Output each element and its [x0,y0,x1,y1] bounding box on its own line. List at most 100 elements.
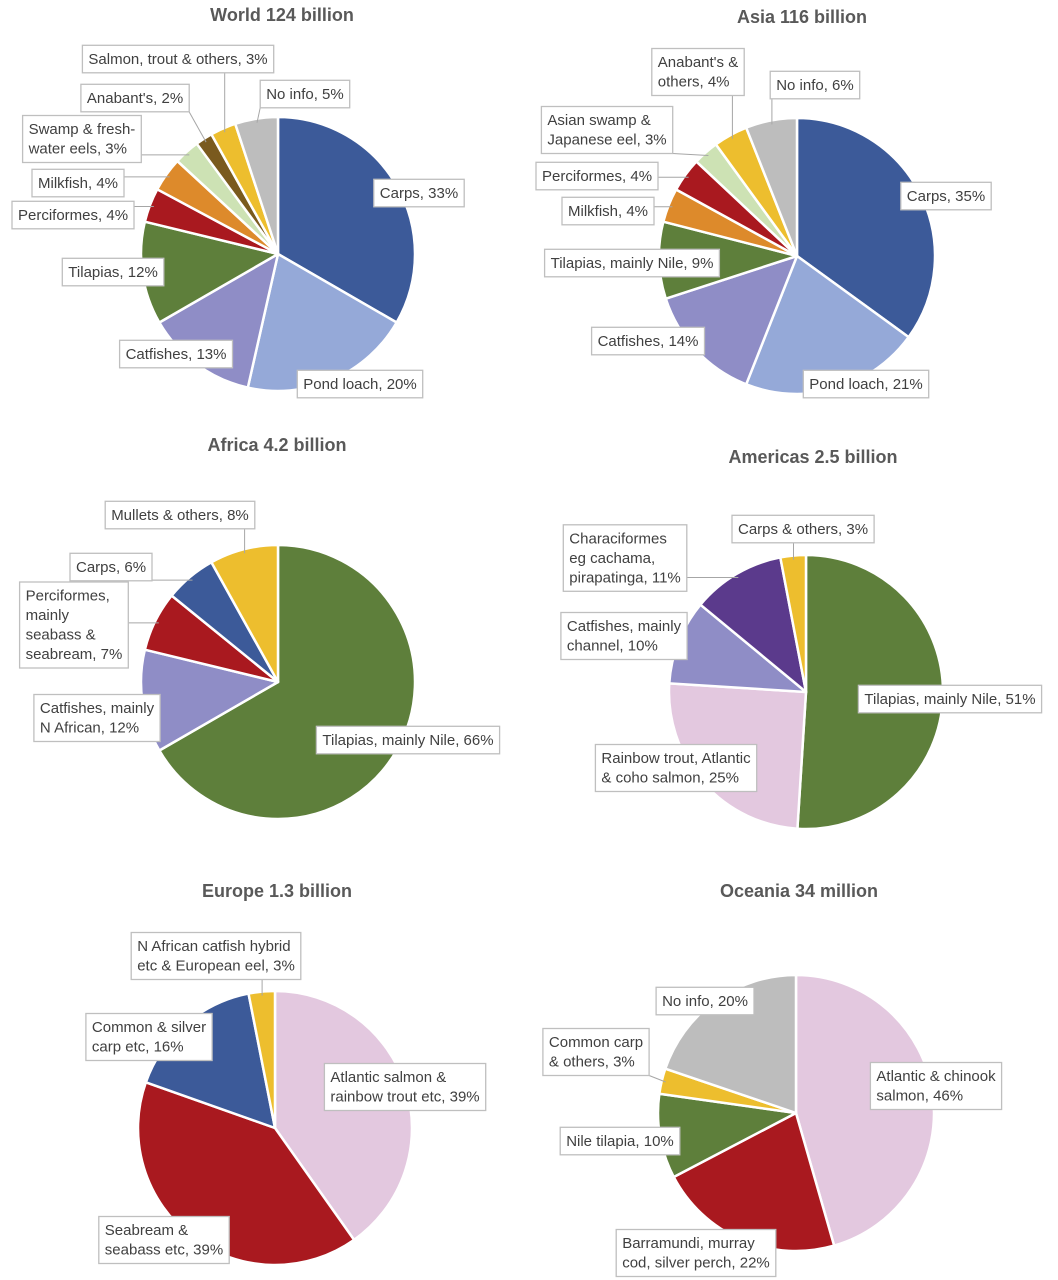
data-label-box [69,552,153,582]
data-label-line: others, 4% [658,74,730,91]
data-label-text: Pond loach, 20% [303,376,416,393]
data-label-text: Catfishes, mainly channel, 10% [567,618,682,655]
leader-line [672,153,709,156]
pie-slices [656,973,936,1253]
data-label-tilapias: Tilapias, 12% [61,257,165,287]
data-label-common-silver-carp-etc: Common & silver carp etc, 16% [85,1012,213,1062]
data-label-line: etc & European eel, 3% [137,958,295,975]
pie-labels: Carps, 33% Pond loach, 20% Catfishes, 13% T… [11,44,465,399]
data-label-mullets-others: Mullets & others, 8% [104,500,256,530]
data-label-milkfish: Milkfish, 4% [561,196,655,226]
data-label-perciformes-mainly-seabass-seabream: Perciformes, mainly seabass & seabream, 7% [18,581,129,669]
data-label-line: Carps, 33% [380,185,458,202]
data-label-text: Common & silver carp etc, 16% [92,1019,206,1056]
chart-title: Oceania 34 million [720,881,878,901]
pie-chart-africa-4-2-billion: Africa 4.2 billion Tilapias, mainly Nile,… [18,435,501,821]
data-label-line: Perciformes, 4% [18,207,128,224]
data-label-line: Anabant's, 2% [87,90,183,107]
data-label-box [540,105,674,155]
data-label-text: Mullets & others, 8% [111,507,249,524]
data-label-box [561,196,655,226]
data-label-box [769,70,861,100]
data-label-text: Catfishes, mainly N African, 12% [40,700,155,737]
data-label-line: Anabant's & [658,54,738,71]
data-label-swamp-fresh-water-eels: Swamp & fresh-water eels, 3% [21,114,142,164]
data-label-line: water eels, 3% [28,141,127,158]
data-label-text: Seabream & seabass etc, 39% [105,1222,223,1259]
data-label-line: Milkfish, 4% [568,203,648,220]
data-label-text: Milkfish, 4% [568,203,648,220]
data-label-box [21,114,142,164]
data-label-line: rainbow trout etc, 39% [330,1089,479,1106]
data-label-text: Tilapias, mainly Nile, 9% [551,255,714,272]
pie-labels: Tilapias, mainly Nile, 51% Rainbow trout,… [560,514,1043,793]
data-label-line: pirapatinga, 11% [569,569,680,586]
data-label-text: Catfishes, 13% [126,346,227,363]
data-label-line: Seabream & [105,1222,188,1239]
data-label-line: Perciformes, [26,588,110,605]
data-label-text: Characiformes eg cachama, pirapatinga, 11% [569,530,680,586]
data-label-text: Rainbow trout, Atlantic & coho salmon, 25… [601,750,751,787]
data-label-catfishes-mainly-n-african: Catfishes, mainly N African, 12% [33,693,161,743]
data-label-pond-loach: Pond loach, 20% [296,369,424,399]
data-label-box [323,1062,487,1112]
data-label-line: Rainbow trout, Atlantic [601,750,751,767]
data-label-text: Pond loach, 21% [809,376,922,393]
data-label-line: Catfishes, 13% [126,346,227,363]
data-label-line: salmon, 46% [876,1088,963,1105]
data-label-box [615,1228,777,1278]
data-label-box [296,369,424,399]
data-label-box [651,47,745,97]
data-label-line: seabream, 7% [26,646,123,663]
chart-title: Europe 1.3 billion [202,881,352,901]
data-label-line: seabass & [26,627,96,644]
data-label-milkfish: Milkfish, 4% [31,168,125,198]
data-label-line: Salmon, trout & others, 3% [88,51,267,68]
data-label-box [85,1012,213,1062]
data-label-text: Catfishes, 14% [598,333,699,350]
data-label-line: channel, 10% [567,638,658,655]
data-label-text: Carps & others, 3% [738,521,868,538]
data-label-box [869,1061,1003,1111]
pie-chart-europe-1-3-billion: Europe 1.3 billion Atlantic salmon & rainb… [85,881,487,1267]
data-label-box [130,931,302,981]
data-label-text: No info, 6% [776,77,854,94]
data-label-box [559,1126,681,1156]
data-label-text: Asian swamp & Japanese eel, 3% [547,112,666,149]
data-label-perciformes: Perciformes, 4% [535,161,659,191]
pie-chart-oceania-34-million: Oceania 34 million Atlantic & chinook salm… [542,881,1003,1278]
data-label-carps: Carps, 35% [900,181,992,211]
pie-slice-characiformes-eg-cachama-pirapatinga [699,556,808,694]
pie-labels: Carps, 35% Pond loach, 21% Catfishes, 14% T… [535,47,992,399]
data-label-text: Perciformes, 4% [542,168,652,185]
data-label-text: Carps, 6% [76,559,146,576]
data-label-pond-loach: Pond loach, 21% [802,369,930,399]
data-label-line: Catfishes, mainly [567,618,682,635]
chart-title: Africa 4.2 billion [207,435,346,455]
data-label-box [655,986,755,1016]
data-label-text: Carps, 35% [907,188,985,205]
data-label-line: No info, 20% [662,993,748,1010]
data-label-carps: Carps, 33% [373,178,465,208]
data-label-line: & others, 3% [549,1054,635,1071]
data-label-box [33,693,161,743]
data-label-common-carp-others: Common carp & others, 3% [542,1027,650,1077]
chart-title: Asia 116 billion [737,7,867,27]
data-label-no-info: No info, 5% [259,79,351,109]
pie-labels: Atlantic & chinook salmon, 46% Barramundi,… [542,986,1003,1278]
data-label-box [590,326,706,356]
data-label-box [104,500,256,530]
data-label-tilapias-mainly-nile: Tilapias, mainly Nile, 9% [543,248,721,278]
data-label-line: Nile tilapia, 10% [566,1133,674,1150]
data-label-carps: Carps, 6% [69,552,153,582]
data-label-asian-swamp-japanese-eel: Asian swamp & Japanese eel, 3% [540,105,674,155]
data-label-line: N African catfish hybrid [137,938,290,955]
data-label-atlantic-salmon-rainbow-trout-etc: Atlantic salmon & rainbow trout etc, 39% [323,1062,487,1112]
data-label-line: Catfishes, mainly [40,700,155,717]
data-label-catfishes: Catfishes, 14% [590,326,706,356]
data-label-text: No info, 5% [266,86,344,103]
data-label-box [18,581,129,669]
data-label-line: mainly [26,607,70,624]
data-label-line: Pond loach, 20% [303,376,416,393]
